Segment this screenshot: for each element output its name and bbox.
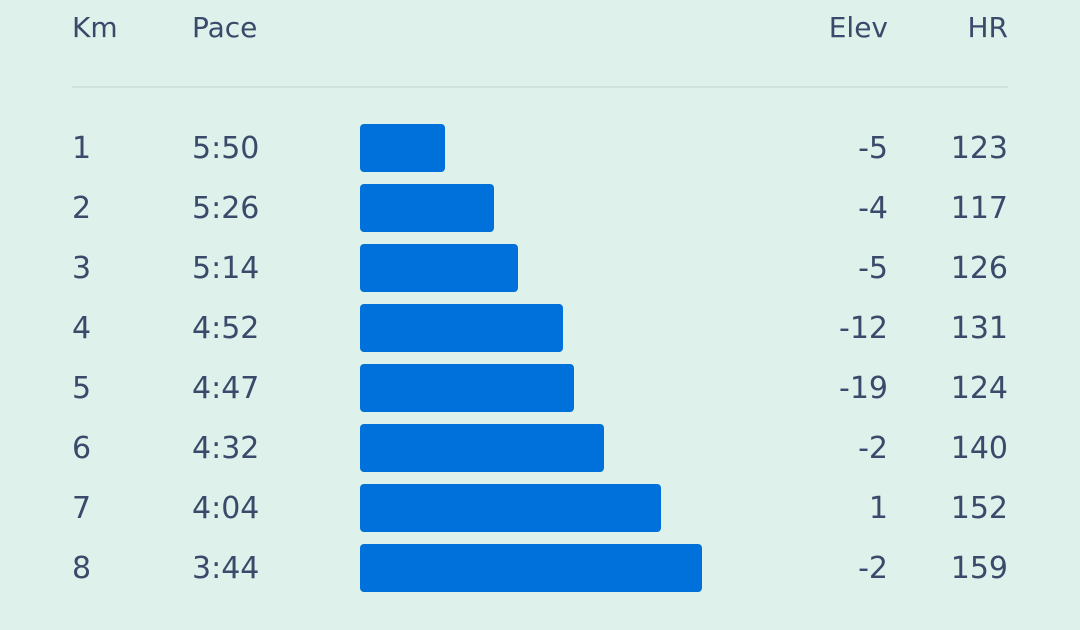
split-heart-rate: 131 [950,311,1008,346]
split-km: 6 [72,431,92,466]
pace-bar [360,424,604,472]
pace-bar [360,364,574,412]
split-pace: 5:50 [192,131,260,166]
split-elevation: -2 [858,551,888,586]
split-heart-rate: 123 [950,131,1008,166]
split-elevation: -12 [839,311,888,346]
split-km: 4 [72,311,92,346]
split-pace: 4:32 [192,431,260,466]
pace-bar [360,304,563,352]
split-row: 1 5:50 -5 123 [72,124,1008,172]
split-elevation: -5 [858,251,888,286]
split-km: 2 [72,191,92,226]
pace-bar [360,544,702,592]
split-row: 2 5:26 -4 117 [72,184,1008,232]
split-row: 6 4:32 -2 140 [72,424,1008,472]
split-row: 3 5:14 -5 126 [72,244,1008,292]
pace-bar [360,124,445,172]
splits-table: Km Pace Elev HR 1 5:50 -5 123 2 5:26 -4 117 3 5:1… [72,0,1008,630]
pace-column-header: Pace [192,11,258,44]
split-pace: 5:14 [192,251,260,286]
split-pace: 4:52 [192,311,260,346]
split-heart-rate: 124 [950,371,1008,406]
split-pace: 4:04 [192,491,260,526]
split-pace: 4:47 [192,371,260,406]
pace-bar [360,244,518,292]
split-km: 7 [72,491,92,526]
split-heart-rate: 126 [950,251,1008,286]
split-row: 8 3:44 -2 159 [72,544,1008,592]
split-heart-rate: 159 [950,551,1008,586]
header-divider [72,86,1008,88]
split-km: 8 [72,551,92,586]
pace-bar [360,184,494,232]
split-row: 5 4:47 -19 124 [72,364,1008,412]
split-elevation: -5 [858,131,888,166]
split-heart-rate: 140 [950,431,1008,466]
split-elevation: -2 [858,431,888,466]
split-elevation: -19 [839,371,888,406]
split-km: 1 [72,131,92,166]
split-pace: 5:26 [192,191,260,226]
split-km: 3 [72,251,92,286]
split-row: 7 4:04 1 152 [72,484,1008,532]
heart-rate-column-header: HR [967,11,1008,44]
split-row: 4 4:52 -12 131 [72,304,1008,352]
pace-bar [360,484,661,532]
elevation-column-header: Elev [828,11,888,44]
split-elevation: 1 [868,491,888,526]
split-pace: 3:44 [192,551,260,586]
split-heart-rate: 117 [950,191,1008,226]
km-column-header: Km [72,11,118,44]
split-elevation: -4 [858,191,888,226]
split-heart-rate: 152 [950,491,1008,526]
split-km: 5 [72,371,92,406]
splits-header: Km Pace Elev HR [72,0,1008,60]
